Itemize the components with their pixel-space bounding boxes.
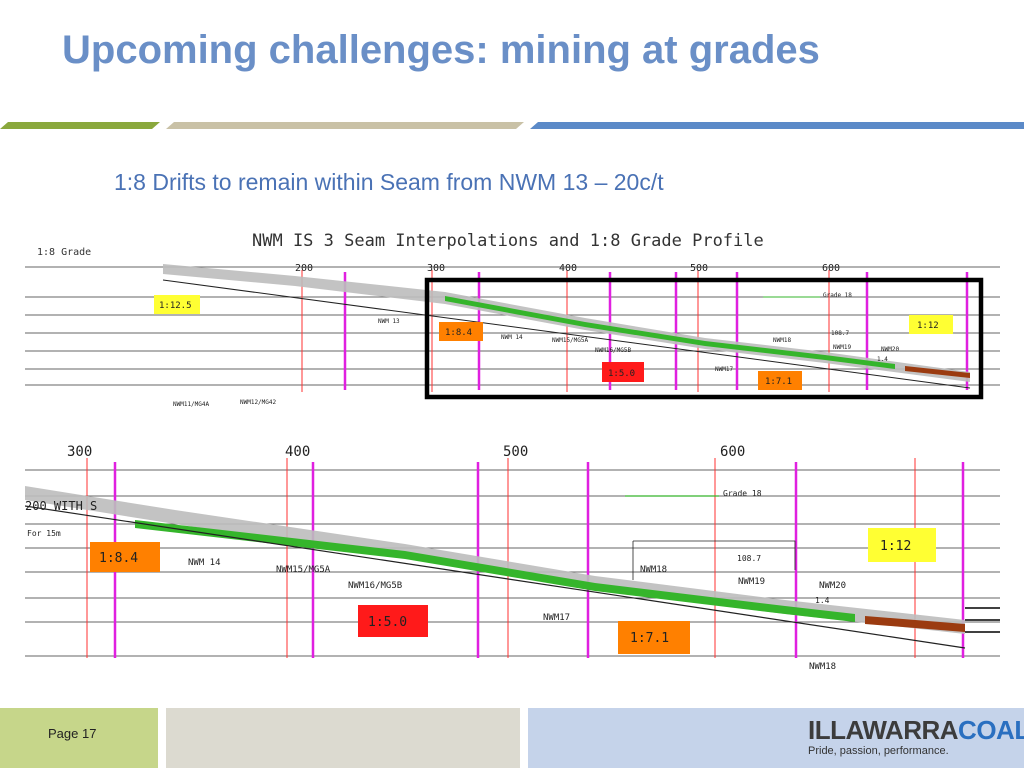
roadway-label: NWM12/MG42 [240, 399, 277, 406]
zoom-notes: Grade 18 108.7 1.4 For 15m 200 WITH S [25, 489, 830, 605]
seam-roadway [162, 264, 971, 389]
top-chainage-labels: 200 300 400 500 600 [295, 263, 840, 274]
level-note: 108.7 [737, 554, 761, 563]
zoom-roadway-labels: NWM 14 NWM15/MG5A NWM16/MG5B NWM17 NWM18… [188, 558, 846, 670]
grade-note: Grade 18 [723, 489, 762, 498]
roadway-label: NWM16/MG5B [348, 581, 402, 591]
zoom-seam-roadway [25, 486, 1000, 649]
footer-band [0, 708, 1024, 768]
roadway-label: NWM17 [543, 613, 570, 623]
roadway-label: NWM19 [738, 577, 765, 587]
grade-label: 1:8.4 [99, 551, 138, 566]
chainage-label: 500 [690, 263, 708, 274]
roadway-label: NWM15/MG5A [552, 337, 589, 344]
roadway-label: NWM15/MG5A [276, 565, 331, 575]
zoom-grade-boxes [90, 528, 936, 654]
chainage-label: 500 [503, 444, 528, 460]
roadway-label: NWM18 [809, 662, 836, 670]
slide-subtitle: 1:8 Drifts to remain within Seam from NW… [114, 169, 664, 195]
grade-label: 1:12 [917, 321, 939, 331]
zoom-grade-texts: 1:8.4 1:5.0 1:7.1 1:12 [99, 539, 911, 646]
grade-note: Grade 18 [823, 292, 852, 299]
grade-legend-label: 1:8 Grade [37, 247, 91, 258]
roadway-label: NWM 14 [501, 334, 523, 341]
chainage-label: 300 [67, 444, 92, 460]
grade-label: 1:7.1 [765, 377, 792, 387]
top-roadway-labels: NWM 14 NWM15/MG5A NWM16/MG5B NWM17 NWM18… [173, 318, 899, 408]
margin-label: 200 WITH S [25, 499, 97, 513]
grade-label: 1:5.0 [368, 615, 407, 630]
company-logo: ILLAWARRACOAL Pride, passion, performanc… [808, 716, 1024, 757]
chainage-label: 200 [295, 263, 313, 274]
zoom-frame [424, 277, 984, 400]
seam-profile-zoom: 300 400 500 600 1:8.4 1:5.0 1:7.1 1:12 N… [25, 444, 1000, 670]
chainage-label: 400 [559, 263, 577, 274]
grade-label: 1:7.1 [630, 631, 669, 646]
logo-word-b: COAL [958, 715, 1024, 745]
roadway-label: NWM19 [833, 344, 851, 351]
top-grade-texts: 1:12.5 1:8.4 1:5.0 1:7.1 1:12 [159, 301, 939, 387]
level-note: 108.7 [831, 330, 849, 337]
roadway-label: NWM11/MG4A [173, 401, 210, 408]
margin-note: For 15m [27, 529, 61, 538]
roadway-label: NWM 14 [188, 558, 221, 568]
roadway-label: NWM18 [640, 565, 667, 575]
roadway-label: NWM 13 [378, 318, 400, 325]
chainage-label: 300 [427, 263, 445, 274]
logo-tagline: Pride, passion, performance. [808, 745, 949, 757]
logo-word-a: ILLAWARRA [808, 715, 959, 745]
chainage-label: 600 [720, 444, 745, 460]
roadway-label: NWM18 [773, 337, 791, 344]
top-notes: Grade 18 108.7 1.4 [763, 292, 888, 363]
logo-wordmark: ILLAWARRACOAL [808, 716, 1024, 744]
header-divider-bars [0, 122, 1024, 129]
slide-title: Upcoming challenges: mining at grades [62, 28, 820, 72]
roadway-label: NWM20 [819, 581, 846, 591]
offset-note: 1.4 [877, 356, 888, 363]
offset-note: 1.4 [815, 596, 830, 605]
chainage-ticks-red [301, 270, 830, 392]
roadway-label: NWM16/MG5B [595, 347, 632, 354]
top-grade-boxes [154, 295, 953, 390]
page-number: Page 17 [48, 726, 97, 741]
seam-profile-overview: NWM IS 3 Seam Interpolations and 1:8 Gra… [25, 231, 1000, 408]
chainage-label: 400 [285, 444, 310, 460]
grade-label: 1:12 [880, 539, 911, 554]
chainage-label: 600 [822, 263, 840, 274]
roadway-label: NWM20 [881, 346, 899, 353]
grade-label: 1:8.4 [445, 328, 472, 338]
grade-label: 1:5.0 [608, 369, 635, 379]
grade-label: 1:12.5 [159, 301, 192, 311]
zoom-chainage-labels: 300 400 500 600 [67, 444, 745, 460]
profile-heading: NWM IS 3 Seam Interpolations and 1:8 Gra… [252, 231, 764, 251]
roadway-label: NWM17 [715, 366, 733, 373]
profile-horizontal-lines [25, 266, 1000, 386]
